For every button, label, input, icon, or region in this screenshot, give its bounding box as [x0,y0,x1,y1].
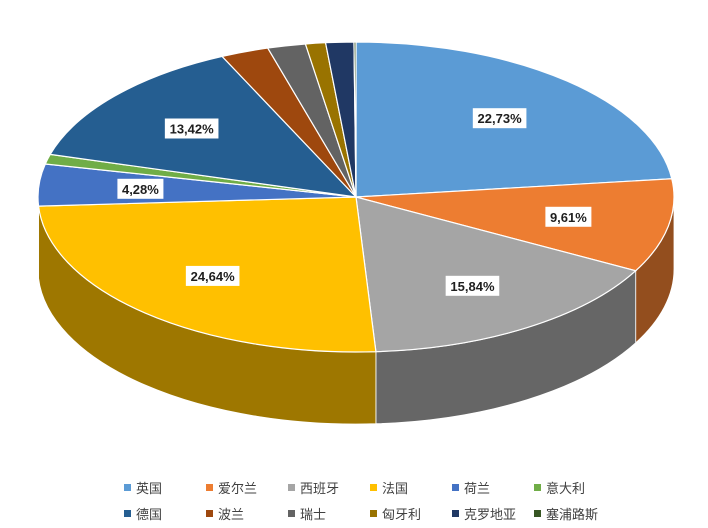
legend-item: 匈牙利 [370,500,452,526]
legend-item: 瑞士 [288,500,370,526]
legend-item: 荷兰 [452,474,534,500]
legend-swatch [206,509,213,517]
data-label: 13,42% [170,122,215,137]
data-label-box [445,275,500,296]
data-label: 24,64% [191,269,236,284]
legend: 英国 爱尔兰 西班牙 法国 荷兰 意大利 德国 波兰 瑞士 匈牙利 克罗地亚 塞浦路斯 [0,472,708,528]
legend-label: 塞浦路斯 [546,507,599,523]
legend-label: 匈牙利 [382,507,422,523]
pie-slice-3 [355,196,637,353]
legend-label: 荷兰 [464,481,491,497]
data-label: 15,84% [450,279,495,294]
legend-label: 法国 [382,481,409,497]
legend-item: 波兰 [206,500,288,526]
legend-swatch [288,509,295,517]
pie-slice-12 [353,41,357,198]
legend-item: 爱尔兰 [206,474,288,500]
legend-swatch [370,509,377,517]
pie-slice-2 [355,178,675,272]
data-label-box [545,206,592,227]
data-label-box [185,265,240,286]
legend-item: 塞浦路斯 [534,500,616,526]
data-label: 9,61% [550,210,587,225]
legend-label: 意大利 [546,481,586,497]
data-labels: 22,73% 9,61% 15,84% 24,64% 4,28% 13,42% [117,108,592,296]
data-label-box [164,118,219,139]
pie-chart: 22,73% 9,61% 15,84% 24,64% 4,28% 13,42% [37,41,675,425]
legend-label: 波兰 [218,507,245,523]
data-label-box [117,178,164,199]
legend-label: 克罗地亚 [464,507,517,523]
legend-item: 英国 [124,474,206,500]
legend-item: 法国 [370,474,452,500]
legend-row: 英国 爱尔兰 西班牙 法国 荷兰 意大利 [124,474,616,500]
legend-item: 克罗地亚 [452,500,534,526]
legend-row: 德国 波兰 瑞士 匈牙利 克罗地亚 塞浦路斯 [124,500,616,526]
data-label: 22,73% [478,111,523,126]
legend-item: 德国 [124,500,206,526]
legend-swatch [206,483,213,491]
legend-label: 德国 [136,507,163,523]
legend-item: 意大利 [534,474,616,500]
legend-label: 瑞士 [300,507,327,523]
legend-swatch [534,509,541,517]
legend-item: 西班牙 [288,474,370,500]
legend-label: 爱尔兰 [218,481,258,497]
data-label: 4,28% [122,182,159,197]
legend-swatch [452,483,459,491]
legend-swatch [370,483,377,491]
legend-swatch [452,509,459,517]
legend-swatch [124,509,131,517]
legend-swatch [534,483,541,491]
data-label-box [472,108,527,129]
legend-swatch [288,483,295,491]
legend-label: 西班牙 [300,481,340,497]
legend-label: 英国 [136,481,163,497]
legend-swatch [124,483,131,491]
